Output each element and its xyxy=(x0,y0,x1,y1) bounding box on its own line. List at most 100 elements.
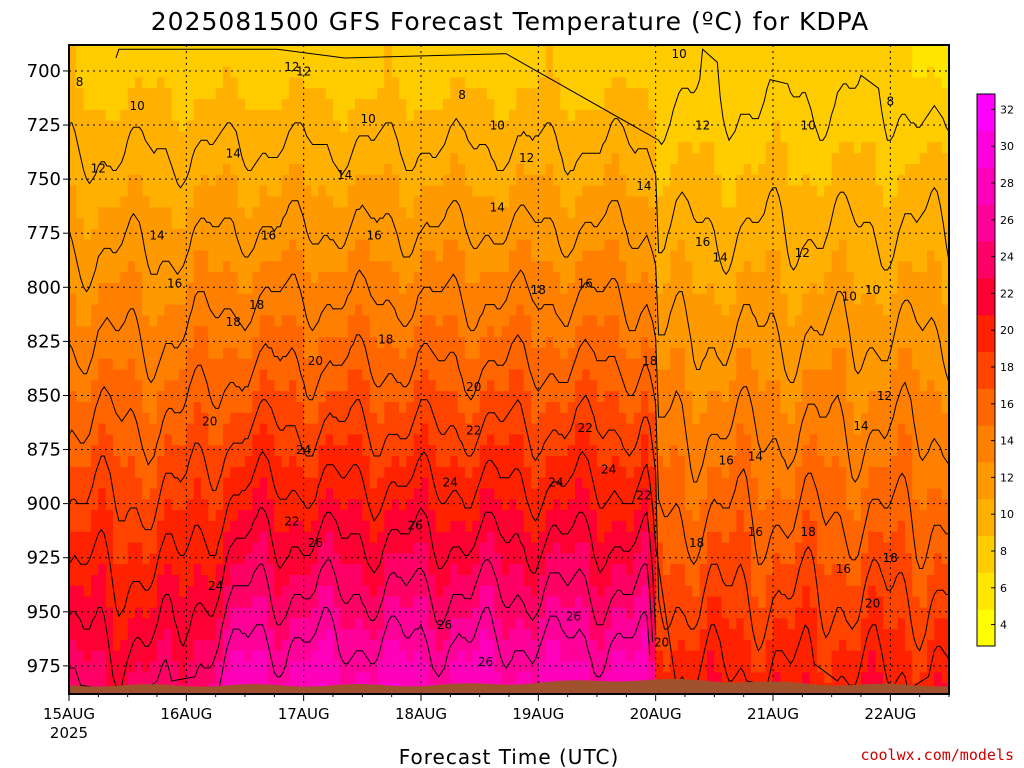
temperature-cell xyxy=(501,99,510,111)
temperature-cell xyxy=(127,466,136,479)
temperature-cell xyxy=(604,456,613,468)
temperature-cell xyxy=(406,88,415,100)
temperature-cell xyxy=(171,575,180,587)
temperature-cell xyxy=(193,531,202,544)
temperature-cell xyxy=(428,326,437,338)
temperature-cell xyxy=(223,326,231,338)
temperature-cell xyxy=(369,174,378,187)
temperature-cell xyxy=(633,315,642,327)
temperature-cell xyxy=(333,456,341,468)
temperature-cell xyxy=(157,672,165,684)
temperature-cell xyxy=(69,283,77,295)
temperature-cell xyxy=(597,120,605,133)
temperature-cell xyxy=(567,120,576,133)
temperature-cell xyxy=(223,477,231,490)
temperature-cell xyxy=(303,261,312,273)
temperature-cell xyxy=(362,445,371,457)
temperature-cell xyxy=(135,445,143,457)
temperature-cell xyxy=(171,88,180,100)
temperature-cell xyxy=(494,369,503,381)
temperature-cell xyxy=(223,488,231,500)
temperature-cell xyxy=(157,45,165,57)
temperature-cell xyxy=(399,174,407,187)
temperature-cell xyxy=(626,510,635,522)
temperature-cell xyxy=(186,510,195,522)
temperature-cell xyxy=(347,488,356,500)
temperature-cell xyxy=(582,564,591,576)
temperature-cell xyxy=(479,639,488,652)
temperature-cell xyxy=(142,315,151,327)
temperature-cell xyxy=(597,326,605,338)
temperature-cell xyxy=(340,456,349,468)
temperature-cell xyxy=(567,672,576,684)
temperature-cell xyxy=(135,553,143,565)
temperature-cell xyxy=(487,499,495,511)
temperature-cell xyxy=(164,423,173,435)
temperature-cell xyxy=(127,261,136,273)
temperature-cell xyxy=(465,499,473,511)
temperature-cell xyxy=(377,358,385,371)
temperature-cell xyxy=(619,55,627,68)
temperature-cell xyxy=(597,196,605,208)
temperature-cell xyxy=(179,55,187,68)
temperature-cell xyxy=(347,153,356,165)
temperature-cell xyxy=(193,477,202,490)
temperature-cell xyxy=(296,499,305,511)
temperature-cell xyxy=(303,164,312,176)
temperature-cell xyxy=(523,174,532,187)
temperature-cell xyxy=(142,564,151,576)
temperature-cell xyxy=(472,239,481,252)
temperature-cell xyxy=(237,174,246,187)
temperature-cell xyxy=(157,510,165,522)
temperature-cell xyxy=(384,650,393,663)
temperature-cell xyxy=(560,672,569,684)
temperature-cell xyxy=(318,153,327,165)
temperature-cell xyxy=(142,196,151,208)
temperature-cell xyxy=(472,531,481,544)
temperature-cell xyxy=(531,109,539,122)
temperature-cell xyxy=(355,391,363,403)
temperature-cell xyxy=(626,261,635,273)
temperature-cell xyxy=(523,120,532,133)
temperature-cell xyxy=(259,55,268,68)
temperature-cell xyxy=(311,445,319,457)
temperature-cell xyxy=(567,261,576,273)
temperature-cell xyxy=(567,607,576,619)
temperature-cell xyxy=(252,228,261,241)
temperature-cell xyxy=(83,553,92,565)
temperature-cell xyxy=(516,445,525,457)
temperature-cell xyxy=(252,99,261,111)
temperature-cell xyxy=(281,250,290,262)
temperature-cell xyxy=(193,337,202,349)
temperature-cell xyxy=(428,99,437,111)
temperature-cell xyxy=(619,434,627,446)
temperature-cell xyxy=(105,423,114,435)
temperature-cell xyxy=(545,293,554,306)
temperature-cell xyxy=(391,228,400,241)
temperature-cell xyxy=(399,304,407,316)
temperature-cell xyxy=(83,412,92,425)
temperature-cell xyxy=(399,499,407,511)
temperature-cell xyxy=(377,250,385,262)
temperature-cell xyxy=(663,337,671,349)
temperature-cell xyxy=(567,380,576,392)
temperature-cell xyxy=(619,326,627,338)
temperature-cell xyxy=(531,618,539,630)
temperature-cell xyxy=(633,391,642,403)
temperature-cell xyxy=(472,77,481,89)
temperature-cell xyxy=(105,542,114,554)
temperature-cell xyxy=(516,120,525,133)
temperature-cell xyxy=(149,531,158,544)
temperature-cell xyxy=(619,585,627,598)
temperature-cell xyxy=(362,412,371,425)
temperature-cell xyxy=(611,218,620,230)
temperature-cell xyxy=(487,174,495,187)
temperature-cell xyxy=(289,250,297,262)
temperature-cell xyxy=(545,650,554,663)
temperature-cell xyxy=(274,434,283,446)
temperature-cell xyxy=(303,402,312,414)
temperature-cell xyxy=(589,261,598,273)
temperature-cell xyxy=(362,88,371,100)
temperature-cell xyxy=(362,499,371,511)
temperature-cell xyxy=(252,650,261,663)
